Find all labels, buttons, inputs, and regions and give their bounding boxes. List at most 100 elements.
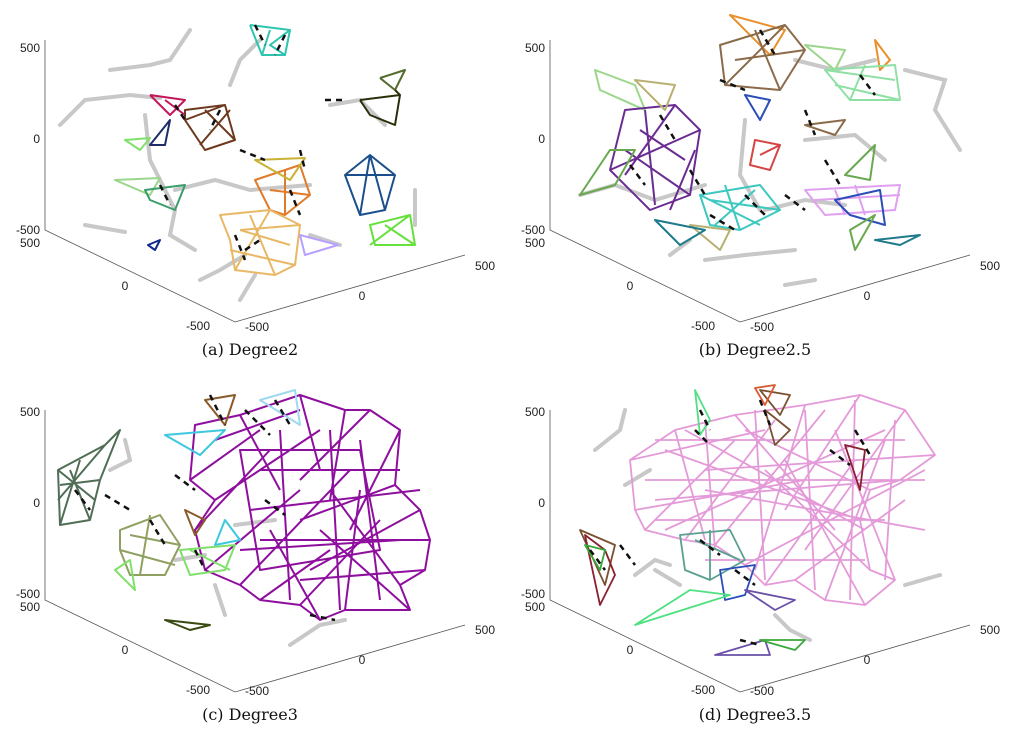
panel-b-caption: (b) Degree2.5 bbox=[698, 340, 812, 359]
panel-d-caption: (d) Degree3.5 bbox=[698, 705, 812, 724]
panel-b-cluster-2 bbox=[719, 24, 846, 136]
panel-c-plot: 500 0 -500 500 0 -500 -500 0 500 bbox=[16, 389, 495, 698]
panel-d-cluster-7 bbox=[754, 384, 776, 406]
panel-c-cluster-0 bbox=[189, 394, 431, 621]
panel-a-x-tick-mid: 0 bbox=[359, 289, 366, 303]
panel-d-clusters bbox=[579, 384, 936, 656]
panel-d-y-tick-bottom: -500 bbox=[691, 683, 715, 697]
panel-c-x-tick-left: -500 bbox=[245, 684, 269, 698]
panel-a-z-tick-top: 500 bbox=[20, 41, 40, 55]
panel-a-cluster-15 bbox=[147, 239, 161, 251]
panel-a-y-tick-mid: 0 bbox=[122, 279, 129, 293]
panel-a-cluster-8 bbox=[144, 184, 186, 211]
panel-a-cluster-5 bbox=[124, 137, 151, 151]
panel-a-axes bbox=[44, 40, 466, 323]
panel-b-cluster-6 bbox=[804, 184, 901, 216]
panel-b-cluster-8 bbox=[744, 94, 886, 226]
panel-b-plot: 500 0 -500 500 0 -500 -500 0 500 bbox=[521, 14, 1000, 334]
panel-d-dashed-links bbox=[589, 399, 872, 647]
panel-d-z-tick-top: 500 bbox=[525, 405, 545, 419]
panel-b: 500 0 -500 500 0 -500 -500 0 500 bbox=[505, 0, 1005, 360]
panel-c-cluster-3 bbox=[184, 394, 236, 536]
panel-b-cluster-4 bbox=[609, 104, 701, 211]
panel-a: 500 0 -500 500 0 -500 -500 0 500 bbox=[0, 0, 500, 360]
panel-d-cluster-3 bbox=[719, 564, 756, 601]
panel-d-cluster-0 bbox=[629, 394, 936, 606]
panel-c-y-tick-bottom: -500 bbox=[186, 683, 210, 697]
panel-c-cluster-1 bbox=[57, 429, 121, 526]
panel-c-cluster-4 bbox=[114, 544, 236, 591]
panel-d-cluster-2 bbox=[679, 529, 746, 581]
panel-a-x-tick-right: 500 bbox=[475, 259, 495, 273]
panel-b-x-tick-left: -500 bbox=[750, 320, 774, 334]
panel-a-cluster-13 bbox=[369, 214, 416, 246]
panel-a-caption: (a) Degree2 bbox=[201, 340, 299, 359]
panel-d: 500 0 -500 500 0 -500 -500 0 500 bbox=[505, 370, 1005, 730]
panel-c-cluster-2 bbox=[119, 514, 181, 576]
panel-b-cluster-5 bbox=[699, 184, 781, 231]
panel-a-cluster-6 bbox=[149, 119, 171, 146]
panel-c: 500 0 -500 500 0 -500 -500 0 500 bbox=[0, 370, 500, 730]
panel-c-clusters bbox=[57, 389, 431, 631]
panel-d-z-tick-mid: 0 bbox=[538, 496, 545, 510]
panel-d-plot: 500 0 -500 500 0 -500 -500 0 500 bbox=[521, 384, 1000, 698]
panel-c-cluster-5 bbox=[164, 429, 241, 546]
panel-b-dashed-links bbox=[629, 29, 876, 232]
panel-a-plot: 500 0 -500 500 0 -500 -500 0 500 bbox=[16, 24, 495, 334]
panel-c-x-tick-right: 500 bbox=[475, 623, 495, 637]
panel-b-clusters bbox=[579, 14, 921, 251]
panel-a-cluster-1 bbox=[379, 69, 406, 91]
panel-c-cluster-6 bbox=[164, 619, 211, 631]
panel-c-x-tick-mid: 0 bbox=[359, 653, 366, 667]
panel-c-axes bbox=[44, 410, 466, 693]
panel-a-cluster-4 bbox=[184, 104, 236, 151]
panel-c-z-tick-bottom: -500 bbox=[16, 587, 40, 601]
panel-b-y-tick-bottom: -500 bbox=[691, 319, 715, 333]
panel-b-cluster-9 bbox=[579, 144, 876, 251]
panel-a-z-tick-bottom: -500 bbox=[16, 223, 40, 237]
panel-c-cluster-7 bbox=[259, 389, 301, 426]
panel-d-gray-links bbox=[593, 408, 942, 642]
panel-a-x-tick-left: -500 bbox=[245, 320, 269, 334]
panel-b-x-tick-right: 500 bbox=[980, 259, 1000, 273]
panel-d-y-tick-top: 500 bbox=[525, 600, 545, 614]
panel-b-cluster-11 bbox=[654, 219, 921, 246]
panel-c-dashed-links bbox=[74, 394, 336, 622]
panel-d-cluster-5 bbox=[584, 444, 866, 606]
panel-d-cluster-8 bbox=[584, 544, 806, 651]
panel-b-cluster-10 bbox=[634, 79, 731, 251]
panel-b-z-tick-bottom: -500 bbox=[521, 223, 545, 237]
panel-a-cluster-11 bbox=[344, 154, 396, 216]
panel-a-cluster-7 bbox=[114, 177, 161, 196]
panel-d-x-tick-mid: 0 bbox=[864, 653, 871, 667]
panel-a-dashed-links bbox=[158, 24, 345, 261]
panel-a-y-tick-top: 500 bbox=[20, 236, 40, 250]
panel-c-z-tick-top: 500 bbox=[20, 405, 40, 419]
panel-a-gray-links bbox=[58, 28, 417, 302]
panel-a-cluster-12 bbox=[219, 209, 301, 276]
panel-a-z-tick-mid: 0 bbox=[33, 132, 40, 146]
panel-b-axes bbox=[549, 40, 971, 323]
panel-a-cluster-2 bbox=[359, 89, 401, 126]
panel-d-x-tick-left: -500 bbox=[750, 684, 774, 698]
panel-b-z-tick-top: 500 bbox=[525, 41, 545, 55]
panel-a-clusters bbox=[114, 24, 416, 276]
panel-b-cluster-3 bbox=[824, 64, 901, 101]
panel-b-z-tick-mid: 0 bbox=[538, 132, 545, 146]
panel-a-cluster-10 bbox=[254, 157, 306, 181]
panel-c-y-tick-mid: 0 bbox=[122, 643, 129, 657]
panel-c-y-tick-top: 500 bbox=[20, 600, 40, 614]
panel-d-y-tick-mid: 0 bbox=[627, 643, 634, 657]
panel-a-cluster-0 bbox=[249, 24, 291, 56]
panel-b-y-tick-top: 500 bbox=[525, 236, 545, 250]
panel-b-cluster-1 bbox=[594, 44, 846, 111]
panel-b-x-tick-mid: 0 bbox=[864, 289, 871, 303]
panel-c-caption: (c) Degree3 bbox=[202, 705, 298, 724]
panel-d-cluster-4 bbox=[634, 389, 731, 626]
panel-b-y-tick-mid: 0 bbox=[627, 279, 634, 293]
panel-b-gray-links bbox=[578, 58, 962, 287]
panel-d-x-tick-right: 500 bbox=[980, 623, 1000, 637]
panel-d-z-tick-bottom: -500 bbox=[521, 587, 545, 601]
panel-b-cluster-7 bbox=[749, 139, 781, 171]
